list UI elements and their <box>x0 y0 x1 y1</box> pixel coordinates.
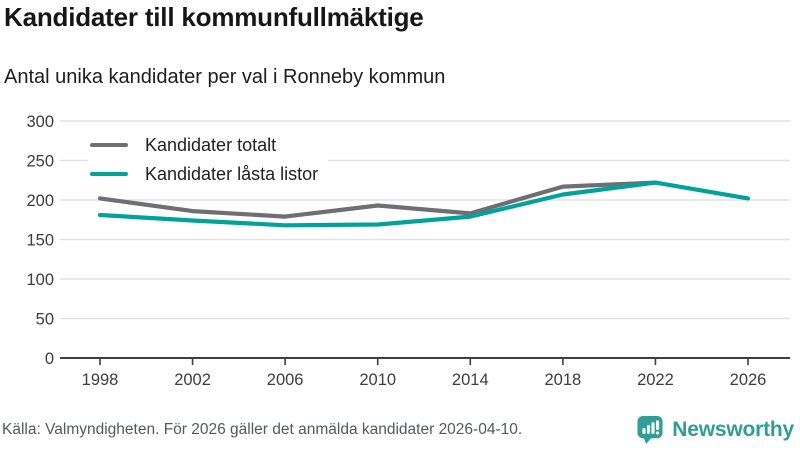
legend-item: Kandidater totalt <box>90 134 318 156</box>
y-tick-label: 300 <box>26 113 54 131</box>
y-tick-label: 100 <box>26 271 54 289</box>
chart-legend: Kandidater totalt Kandidater låsta listor <box>88 131 329 188</box>
legend-line-swatch <box>90 171 128 177</box>
x-tick-label: 2022 <box>637 371 674 389</box>
series-line <box>97 180 658 219</box>
legend-label: Kandidater låsta listor <box>145 163 319 184</box>
page-title: Kandidater till kommunfullmäktige <box>4 2 424 32</box>
line-chart: 1998 2002 2006 2010 2014 2018 2022 2026 0 50 100 15… <box>26 113 790 389</box>
footer: Källa: Valmyndigheten. För 2026 gäller d… <box>0 412 800 448</box>
y-tick-label: 150 <box>26 232 54 250</box>
x-tick-label: 2006 <box>267 371 304 389</box>
x-tick-label: 1998 <box>82 371 119 389</box>
x-tick-label: 2018 <box>544 371 581 389</box>
y-tick-label: 50 <box>36 311 54 329</box>
legend-line-swatch <box>90 142 128 148</box>
newsworthy-bubble-chart-icon <box>637 416 663 444</box>
series-line <box>97 180 751 228</box>
newsworthy-logo: Newsworthy <box>637 415 794 445</box>
x-tick-label: 2002 <box>174 371 211 389</box>
source-note: Källa: Valmyndigheten. För 2026 gäller d… <box>2 421 523 438</box>
x-tick-label: 2026 <box>730 371 767 389</box>
x-tick-label: 2014 <box>452 371 489 389</box>
x-tick-label: 2010 <box>359 371 396 389</box>
legend-label: Kandidater totalt <box>145 134 277 155</box>
y-tick-label: 0 <box>45 350 54 368</box>
y-tick-label: 250 <box>26 153 54 171</box>
chart-subtitle: Antal unika kandidater per val i Ronneby… <box>4 66 446 88</box>
legend-item: Kandidater låsta listor <box>90 163 318 185</box>
y-tick-label: 200 <box>26 192 54 210</box>
newsworthy-wordmark: Newsworthy <box>672 418 794 441</box>
